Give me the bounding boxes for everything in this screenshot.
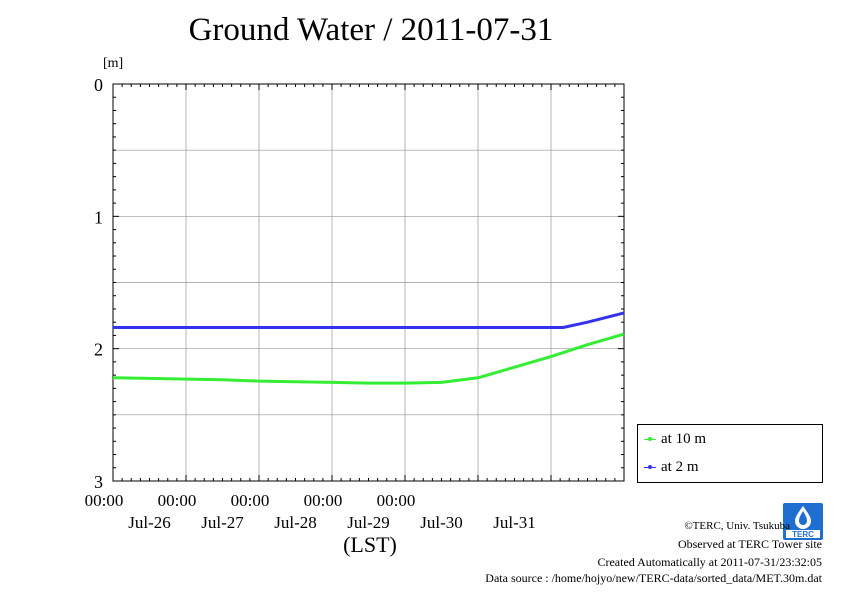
x-tick-time-label: 00:00	[231, 491, 270, 510]
x-date-label: Jul-28	[274, 513, 317, 532]
y-tick-label: 0	[94, 75, 103, 95]
terc-logo: TERC	[783, 503, 823, 540]
legend-swatch-10m	[644, 437, 656, 441]
series-line-2m	[113, 311, 625, 329]
y-tick-label: 2	[94, 340, 103, 360]
x-date-label: Jul-27	[201, 513, 244, 532]
series-lines	[112, 311, 625, 385]
grid	[113, 84, 624, 481]
x-tick-time-label: 00:00	[158, 491, 197, 510]
chart-title: Ground Water / 2011-07-31	[188, 12, 554, 48]
x-date-label: Jul-29	[347, 513, 390, 532]
legend-label-2m: at 2 m	[661, 459, 699, 475]
series-line-10m	[112, 332, 625, 385]
x-axis-unit: (LST)	[343, 532, 397, 557]
x-tick-time-label: 00:00	[377, 491, 416, 510]
y-axis-unit: [m]	[103, 56, 124, 71]
site-text: Observed at TERC Tower site	[677, 537, 822, 551]
axis-ticks	[112, 83, 625, 482]
terc-logo-icon: TERC	[783, 503, 823, 540]
copyright-text: ©TERC, Univ. Tsukuba	[684, 520, 790, 532]
x-tick-time-label: 00:00	[85, 491, 124, 510]
x-date-label: Jul-26	[128, 513, 171, 532]
legend-item-10m: at 10 m	[644, 431, 706, 448]
x-tick-time-label: 00:00	[304, 491, 343, 510]
x-date-label: Jul-30	[420, 513, 463, 532]
legend: at 10 m at 2 m	[637, 424, 823, 483]
data-source-text: Data source : /home/hojyo/new/TERC-data/…	[485, 571, 822, 585]
x-date-label: Jul-31	[493, 513, 536, 532]
y-tick-label: 1	[94, 207, 103, 227]
legend-item-2m: at 2 m	[644, 459, 699, 476]
legend-swatch-2m	[644, 465, 656, 469]
legend-label-10m: at 10 m	[661, 431, 706, 447]
y-tick-label: 3	[94, 472, 103, 492]
logo-text: TERC	[792, 530, 814, 539]
created-text: Created Automatically at 2011-07-31/23:3…	[597, 555, 822, 569]
